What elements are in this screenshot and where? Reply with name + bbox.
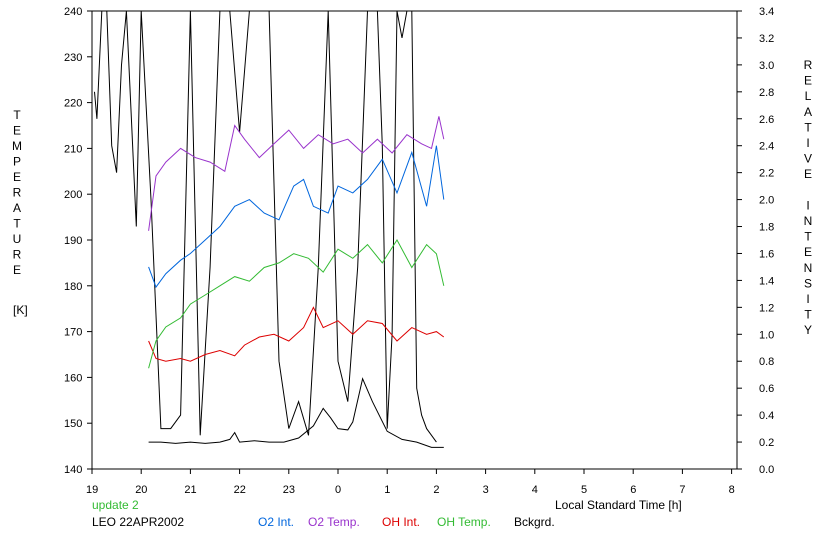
right-tick-label: 2.2 — [759, 168, 774, 180]
left-tick-label: 220 — [64, 98, 82, 110]
x-tick-label: 7 — [679, 484, 685, 496]
right-axis-title-letter: I — [806, 292, 809, 306]
right-tick-label: 2.8 — [759, 87, 774, 99]
series-line — [148, 116, 445, 231]
x-axis-label: Local Standard Time [h] — [555, 498, 682, 512]
left-axis-title-letter: E — [13, 124, 21, 138]
left-axis-title-letter: E — [13, 263, 21, 277]
legend-entry: Bckgrd. — [514, 515, 555, 529]
right-tick-label: 3.4 — [759, 6, 774, 18]
x-axis-ticks: 19 20 21 22 23 0 1 2 3 4 5 6 7 8 — [86, 469, 735, 496]
x-tick-label: 8 — [729, 484, 735, 496]
evening-background-trace — [94, 11, 437, 443]
right-tick-label: 2.0 — [759, 195, 774, 207]
left-axis-title-letter: T — [13, 108, 21, 122]
series-line — [148, 306, 445, 362]
left-axis-title-letter: R — [13, 248, 22, 262]
right-axis-title-letter: N — [804, 261, 813, 275]
left-tick-label: 180 — [64, 281, 82, 293]
right-tick-label: 0.4 — [759, 410, 774, 422]
x-tick-label: 19 — [86, 484, 98, 496]
legend-entry: OH Temp. — [437, 515, 491, 529]
right-axis-title-letter: E — [804, 74, 812, 88]
left-tick-label: 140 — [64, 464, 82, 476]
left-axis-title-letter: T — [13, 217, 21, 231]
left-axis-title-letter: E — [13, 170, 21, 184]
legend: O2 Int. O2 Temp. OH Int. OH Temp. Bckgrd. — [258, 515, 555, 529]
x-tick-label: 21 — [184, 484, 196, 496]
left-tick-label: 190 — [64, 235, 82, 247]
left-axis-ticks: 140 150 160 170 180 190 200 210 220 230 240 — [64, 6, 92, 476]
right-tick-label: 1.0 — [759, 329, 774, 341]
x-tick-label: 1 — [384, 484, 390, 496]
x-tick-label: 6 — [630, 484, 636, 496]
right-tick-label: 2.6 — [759, 114, 774, 126]
right-tick-label: 2.4 — [759, 141, 774, 153]
right-axis-title-letter: T — [804, 120, 812, 134]
right-tick-label: 1.6 — [759, 248, 774, 260]
left-tick-label: 200 — [64, 189, 82, 201]
left-axis-title-letter: M — [12, 139, 22, 153]
series-layer — [94, 11, 445, 448]
legend-entry: OH Int. — [382, 515, 420, 529]
right-tick-label: 1.4 — [759, 275, 774, 287]
x-tick-label: 4 — [532, 484, 538, 496]
left-tick-label: 230 — [64, 52, 82, 64]
legend-entry: O2 Temp. — [308, 515, 360, 529]
right-axis-title-letter: T — [804, 230, 812, 244]
x-tick-label: 5 — [581, 484, 587, 496]
right-axis-title-letter: E — [804, 167, 812, 181]
left-axis-unit: [K] — [13, 303, 28, 317]
right-axis-title-letter: E — [804, 245, 812, 259]
right-axis-title-letter: L — [805, 89, 812, 103]
x-tick-label: 0 — [335, 484, 341, 496]
left-tick-label: 210 — [64, 143, 82, 155]
series-line — [148, 377, 444, 448]
x-tick-label: 23 — [283, 484, 295, 496]
x-tick-label: 2 — [433, 484, 439, 496]
right-tick-label: 1.8 — [759, 222, 774, 234]
right-axis-title-letter: Y — [804, 323, 812, 337]
right-axis-title-letter: V — [804, 152, 812, 166]
right-axis-title-letter: I — [806, 136, 809, 150]
right-tick-label: 0.2 — [759, 437, 774, 449]
right-tick-label: 1.2 — [759, 302, 774, 314]
right-tick-label: 0.8 — [759, 356, 774, 368]
right-tick-label: 0.0 — [759, 464, 774, 476]
left-axis-title-letter: P — [13, 155, 21, 169]
right-axis-title-letter: I — [806, 198, 809, 212]
right-axis-title-letter: T — [804, 308, 812, 322]
legend-entry: O2 Int. — [258, 515, 294, 529]
right-axis-ticks: 0.0 0.2 0.4 0.6 0.8 1.0 1.2 1.4 1.6 1.8 2.0 2.2 2.4 2… — [737, 6, 774, 476]
x-tick-label: 3 — [483, 484, 489, 496]
left-tick-label: 240 — [64, 6, 82, 18]
right-axis-title-letter: A — [804, 105, 812, 119]
station-date-text: LEO 22APR2002 — [92, 515, 184, 529]
left-axis-title-letter: U — [13, 232, 22, 246]
x-tick-label: 20 — [135, 484, 147, 496]
series-line — [148, 239, 445, 369]
right-tick-label: 3.0 — [759, 60, 774, 72]
series-line — [148, 145, 445, 289]
left-tick-label: 170 — [64, 327, 82, 339]
right-tick-label: 0.6 — [759, 383, 774, 395]
left-tick-label: 150 — [64, 418, 82, 430]
update-text: update 2 — [92, 498, 139, 512]
right-axis-title-letter: R — [804, 58, 813, 72]
left-axis-title-letter: R — [13, 186, 22, 200]
left-axis-title-letter: A — [13, 201, 21, 215]
right-tick-label: 3.2 — [759, 33, 774, 45]
left-tick-label: 160 — [64, 372, 82, 384]
x-tick-label: 22 — [234, 484, 246, 496]
right-axis-title-letter: N — [804, 214, 813, 228]
right-axis-title-letter: S — [804, 276, 812, 290]
